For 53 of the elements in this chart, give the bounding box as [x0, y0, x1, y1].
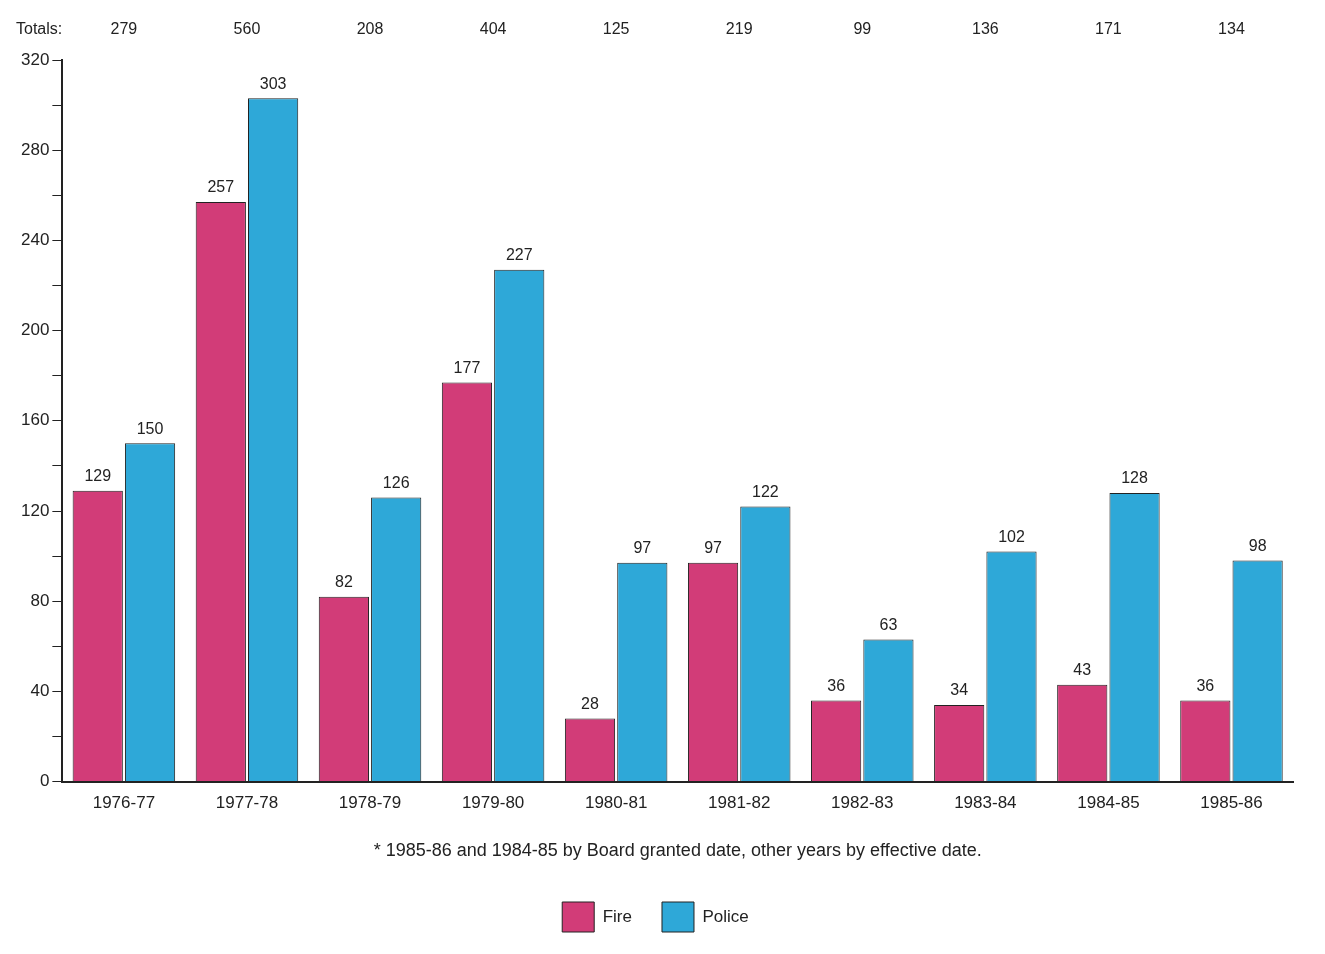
data-label: 28	[581, 694, 599, 712]
data-label: 63	[879, 615, 898, 633]
text: Totals:	[16, 20, 63, 38]
text: 279	[110, 20, 138, 38]
legend-label: Police	[702, 906, 749, 926]
y-tick-label: 280	[20, 139, 50, 159]
y-tick-label: 0	[39, 771, 50, 791]
text: 136	[971, 20, 999, 38]
data-label: 97	[633, 539, 652, 557]
data-label: 257	[207, 178, 235, 196]
data-label: 82	[334, 573, 353, 591]
text: 134	[1218, 20, 1245, 38]
data-label: 97	[704, 539, 723, 557]
y-tick-label: 80	[30, 590, 50, 610]
y-tick-label: 240	[20, 230, 50, 250]
data-label: 34	[950, 681, 969, 699]
data-label: 129	[84, 467, 112, 485]
y-tick-label: 120	[20, 500, 50, 520]
x-tick-label: 1980-81	[584, 793, 648, 813]
text: 560	[233, 20, 261, 38]
y-tick-label: 40	[30, 681, 50, 701]
text: 125	[602, 20, 630, 38]
data-label: 303	[259, 74, 287, 92]
x-tick-label: 1979-80	[461, 793, 525, 813]
data-label: 128	[1121, 469, 1148, 487]
x-tick-label: 1976-77	[92, 793, 156, 813]
data-label: 43	[1073, 661, 1092, 679]
x-tick-label: 1985-86	[1200, 793, 1263, 813]
data-label: 126	[382, 473, 410, 491]
y-tick-label: 320	[20, 49, 50, 69]
legend-label: Fire	[602, 906, 632, 926]
data-label: 36	[827, 676, 846, 694]
x-tick-label: 1981-82	[708, 793, 771, 813]
x-tick-label: 1982-83	[831, 793, 894, 813]
x-tick-label: 1983-84	[954, 793, 1017, 813]
text: 219	[725, 20, 753, 38]
data-label: 102	[998, 528, 1025, 545]
x-tick-label: 1977-78	[215, 793, 279, 813]
text: * 1985-86 and 1984-85 by Board granted date, other years by effective date.	[373, 839, 982, 860]
data-label: 98	[1248, 537, 1267, 555]
data-label: 227	[505, 246, 533, 264]
data-label: 36	[1196, 676, 1215, 694]
text: 171	[1095, 20, 1122, 38]
data-label: 177	[453, 358, 481, 376]
x-tick-label: 1984-85	[1077, 793, 1140, 813]
text: 99	[853, 20, 872, 38]
text: 208	[356, 20, 384, 38]
text: 404	[479, 20, 507, 38]
y-tick-label: 200	[20, 320, 50, 340]
data-label: 122	[752, 482, 779, 500]
x-tick-label: 1978-79	[338, 793, 402, 813]
data-label: 150	[136, 419, 164, 437]
y-tick-label: 160	[20, 410, 50, 430]
